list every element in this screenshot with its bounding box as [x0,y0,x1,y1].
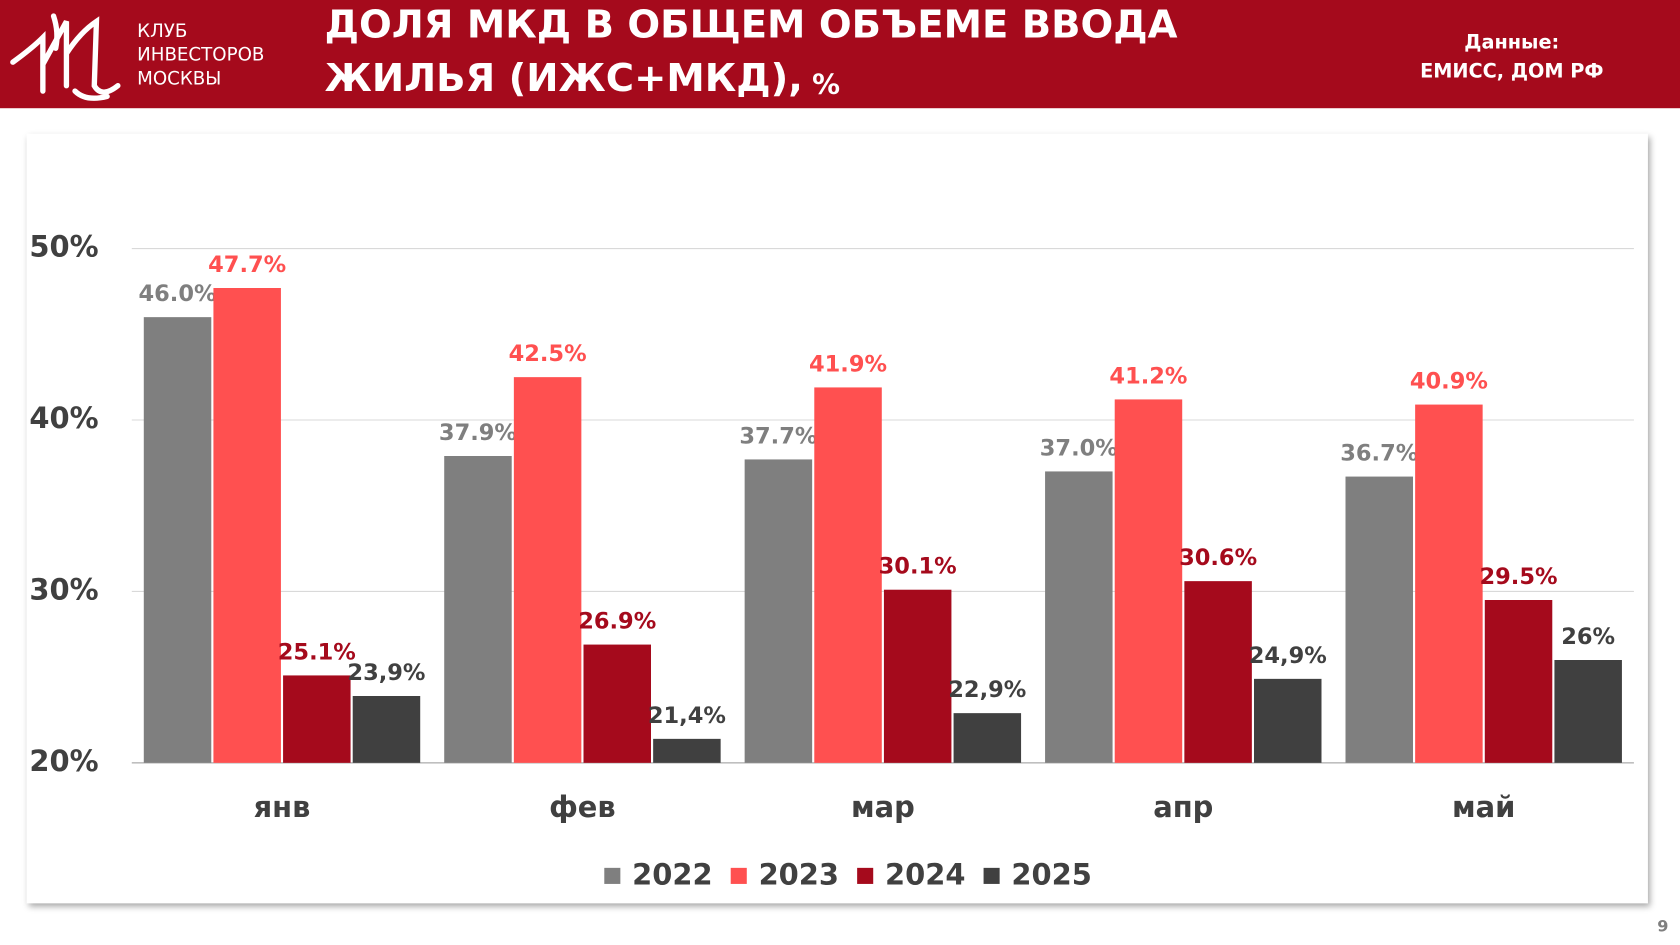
bar [1184,581,1252,763]
value-label: 25.1% [278,639,356,665]
legend-label: 2022 [632,857,712,891]
bar [744,459,813,763]
legend-label: 2024 [885,857,965,891]
bar [1554,660,1622,763]
legend-swatch [730,867,747,884]
legend-swatch [983,867,1000,884]
bar [213,288,281,763]
legend-label: 2025 [1011,857,1091,891]
page-number: 9 [1657,916,1668,935]
bar [1484,600,1553,763]
value-label: 22,9% [948,677,1026,703]
bar [814,387,882,763]
bar [444,456,512,763]
bar [883,589,952,763]
y-tick-label: 40% [29,401,98,435]
header-band [0,0,1680,109]
bar [143,317,212,763]
x-tick-label: мар [851,790,915,824]
value-label: 42.5% [509,341,587,367]
x-tick-label: апр [1153,790,1213,824]
bar [283,675,351,763]
value-label: 47.7% [208,252,286,278]
source: ЕМИСС, ДОМ РФ [1420,59,1603,82]
legend-swatch [604,867,621,884]
title-unit: % [812,68,840,101]
y-tick-label: 20% [29,744,98,778]
bar [352,696,421,763]
title: ДОЛЯ МКД В ОБЩЕМ ОБЪЕМЕ ВВОДА [325,2,1178,47]
value-label: 37.0% [1040,435,1118,461]
bar [513,377,582,763]
bar [1415,404,1483,763]
value-label: 29.5% [1480,564,1558,590]
logo-text: КЛУБ [137,21,187,42]
bar [1254,678,1322,763]
bar [953,713,1022,763]
value-label: 36.7% [1340,441,1418,467]
x-tick-label: фев [549,790,616,824]
x-tick-label: янв [254,790,311,824]
chart: 20% 30% 40% 50% янв 46.0% 47.7% 25.1%23,9% фев 37… [29,230,1634,891]
value-label: 30.1% [879,554,957,580]
value-label: 30.6% [1179,545,1257,571]
legend-label: 2023 [759,857,839,891]
value-label: 26.9% [578,609,656,635]
value-label: 41.2% [1109,363,1187,389]
bar [1114,399,1183,763]
value-label: 40.9% [1410,369,1488,395]
value-label: 23,9% [347,660,425,686]
x-tick-label: май [1452,790,1515,824]
value-label: 46.0% [139,281,217,307]
y-tick-label: 50% [29,230,98,264]
value-label: 24,9% [1249,643,1327,669]
bar [653,738,721,763]
value-label: 21,4% [648,703,726,729]
bar [1345,476,1413,763]
value-label: 37.9% [439,420,517,446]
bar [583,644,651,763]
source: Данные: [1464,30,1559,53]
value-label: 26% [1561,624,1615,650]
logo-text: МОСКВЫ [137,68,221,89]
logo-text: ИНВЕСТОРОВ [137,45,264,66]
y-tick-label: 30% [29,572,98,606]
value-label: 41.9% [809,351,887,377]
title: ЖИЛЬЯ (ИЖС+МКД), [325,56,803,101]
legend-swatch [857,867,874,884]
value-label: 37.7% [739,423,817,449]
bar [1045,471,1113,763]
logo [10,13,121,101]
